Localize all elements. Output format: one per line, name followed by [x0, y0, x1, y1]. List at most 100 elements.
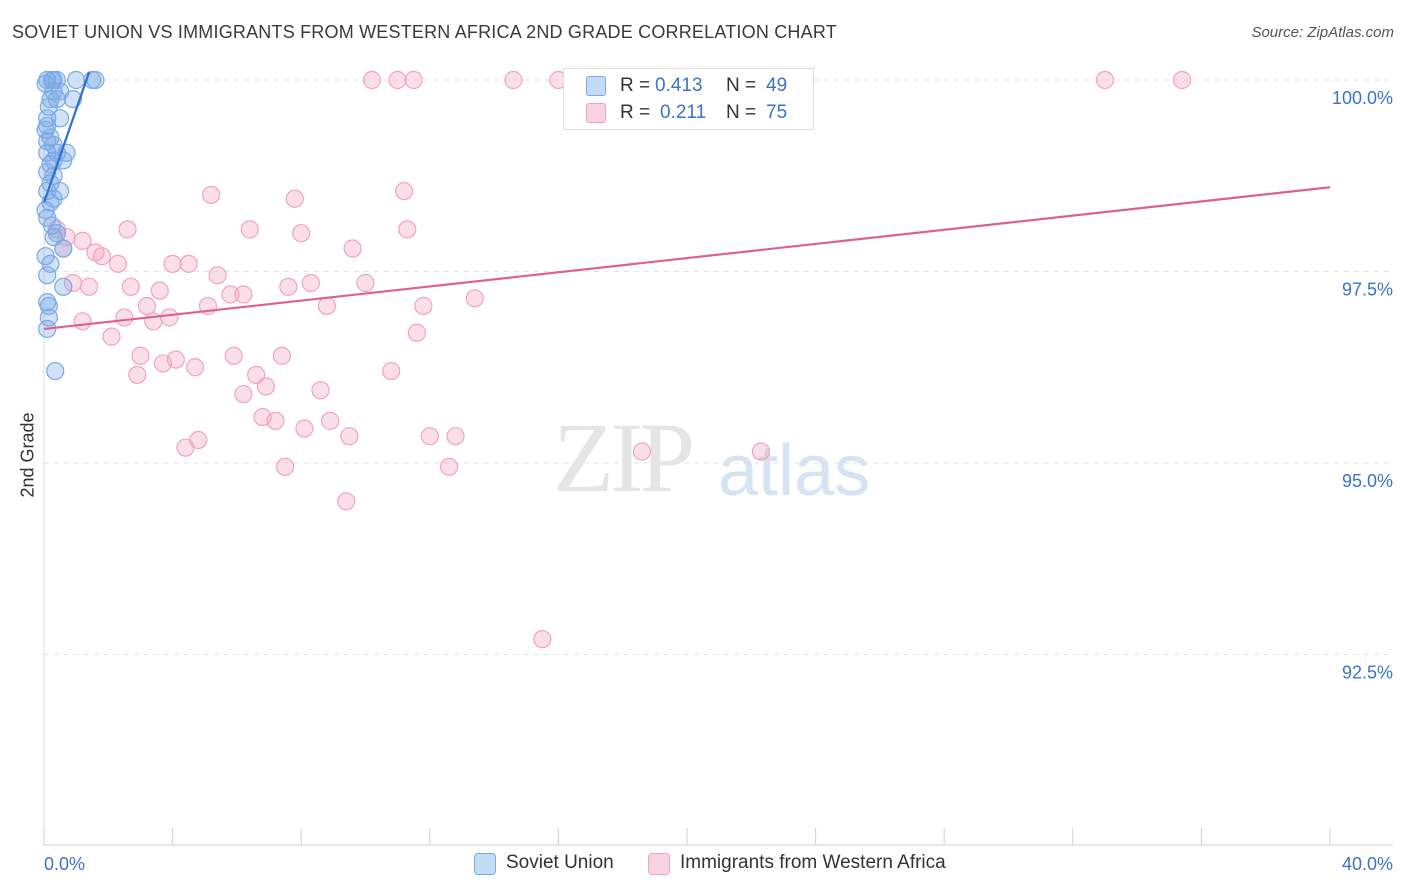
- soviet-union-point: [67, 70, 86, 90]
- soviet-union-point: [42, 216, 62, 235]
- western-africa-point: [382, 361, 401, 381]
- r-label: R =: [620, 75, 651, 96]
- y-tick-label: 97.5%: [1342, 280, 1393, 300]
- western-africa-point: [137, 296, 156, 316]
- soviet-union-swatch: [474, 853, 496, 875]
- western-africa-point: [57, 227, 76, 247]
- source-credit: Source: ZipAtlas.com: [1251, 24, 1394, 41]
- soviet-union-point: [54, 277, 73, 296]
- western-africa-point: [118, 220, 137, 239]
- legend-label: Soviet Union: [506, 852, 614, 873]
- western-africa-point: [292, 224, 311, 243]
- western-africa-point: [311, 381, 330, 400]
- western-africa-point: [504, 70, 523, 90]
- western-africa-point: [234, 384, 253, 404]
- western-africa-point: [276, 457, 295, 476]
- western-africa-point: [362, 70, 382, 90]
- western-africa-point: [356, 273, 375, 293]
- y-tick-label: 100.0%: [1332, 88, 1393, 108]
- legend-label: Immigrants from Western Africa: [680, 852, 946, 873]
- chart-title: SOVIET UNION VS IMMIGRANTS FROM WESTERN …: [12, 22, 837, 42]
- western-africa-point: [176, 438, 195, 457]
- western-africa-point: [266, 411, 285, 430]
- western-africa-point: [295, 419, 314, 438]
- n-value: 75: [766, 102, 788, 123]
- western-africa-point: [420, 427, 439, 446]
- soviet-union-swatch: [586, 76, 606, 96]
- western-africa-point: [388, 70, 407, 90]
- western-africa-point: [121, 277, 140, 296]
- western-africa-point: [407, 323, 427, 342]
- western-africa-point: [179, 254, 198, 273]
- soviet-union-trendline: [42, 71, 91, 203]
- soviet-union-point: [54, 239, 73, 258]
- soviet-union-point: [38, 109, 57, 128]
- western-africa-point: [115, 308, 134, 327]
- western-africa-point: [224, 346, 243, 365]
- soviet-union-point: [39, 308, 58, 327]
- western-africa-point: [153, 354, 173, 373]
- n-label: N =: [726, 102, 757, 123]
- western-africa-point: [317, 296, 337, 316]
- western-africa-point: [256, 377, 275, 396]
- correlation-legend: R = 0.413 N = 49 R = 0.211 N = 75: [563, 68, 814, 130]
- western-africa-point: [751, 442, 771, 461]
- western-africa-point: [301, 273, 320, 293]
- western-africa-point: [394, 181, 414, 201]
- western-africa-point: [340, 427, 359, 446]
- western-africa-point: [150, 281, 169, 300]
- x-tick-label: 0.0%: [44, 854, 85, 874]
- western-africa-point: [272, 346, 292, 365]
- soviet-union-point: [36, 120, 55, 139]
- western-africa-point: [446, 427, 465, 446]
- western-africa-point: [398, 220, 417, 239]
- western-africa-point: [343, 239, 362, 258]
- western-africa-point: [465, 289, 484, 308]
- western-africa-point: [632, 442, 652, 461]
- western-africa-point: [234, 285, 253, 304]
- western-africa-point: [285, 189, 304, 208]
- western-africa-point: [163, 254, 182, 273]
- soviet-union-point: [36, 247, 55, 266]
- soviet-union-point: [36, 74, 55, 93]
- western-africa-point: [279, 277, 298, 296]
- x-tick-label: 40.0%: [1342, 854, 1393, 874]
- western-africa-point: [240, 220, 259, 239]
- n-value: 49: [766, 75, 788, 96]
- western-africa-point: [404, 70, 423, 90]
- soviet-union-point: [39, 97, 58, 116]
- soviet-union-point: [47, 70, 66, 90]
- western-africa-swatch: [648, 853, 670, 875]
- western-africa-point: [102, 327, 121, 346]
- r-value: 0.211: [660, 102, 707, 123]
- western-africa-point: [439, 457, 459, 476]
- y-tick-label: 92.5%: [1342, 663, 1393, 683]
- western-africa-swatch: [586, 103, 606, 123]
- soviet-union-point: [46, 361, 65, 381]
- western-africa-point: [131, 346, 150, 365]
- western-africa-point: [208, 266, 227, 285]
- western-africa-point: [1173, 70, 1192, 90]
- western-africa-point: [73, 312, 92, 331]
- western-africa-point: [186, 358, 205, 377]
- western-africa-point: [128, 365, 147, 385]
- western-africa-trendline: [43, 186, 1331, 331]
- soviet-union-point: [38, 266, 57, 285]
- watermark-atlas: atlas: [718, 431, 871, 511]
- r-value: 0.413: [655, 75, 703, 96]
- western-africa-point: [202, 185, 221, 204]
- western-africa-point: [414, 296, 433, 316]
- western-africa-point: [1095, 70, 1115, 90]
- y-tick-label: 95.0%: [1342, 471, 1393, 491]
- western-africa-point: [337, 492, 356, 511]
- western-africa-point: [221, 285, 240, 304]
- western-africa-point: [160, 308, 179, 327]
- western-africa-point: [533, 630, 552, 649]
- western-africa-point: [92, 247, 111, 266]
- soviet-union-point: [36, 201, 55, 220]
- western-africa-point: [321, 411, 340, 430]
- western-africa-point: [108, 254, 128, 273]
- watermark-zip: ZIP: [553, 402, 695, 513]
- r-label: R =: [620, 102, 651, 123]
